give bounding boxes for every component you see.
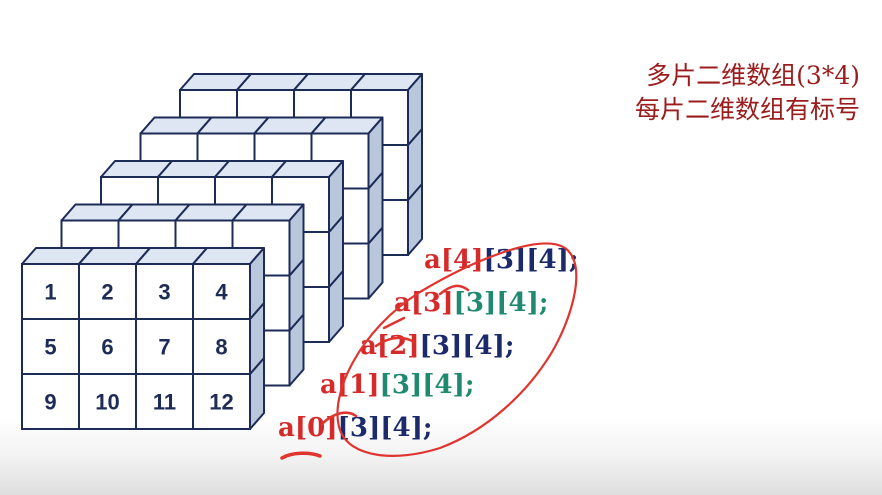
layer-label-2: a[2][3][4]; <box>360 331 515 361</box>
cell-number: 10 <box>95 390 119 415</box>
layer-labels: a[0][3][4];a[1][3][4];a[2][3][4];a[3][3]… <box>278 245 579 443</box>
layer-dims: [3][4]; <box>420 331 515 361</box>
cell-number: 2 <box>101 280 113 305</box>
annotation-loop <box>336 242 578 457</box>
layer-dims: [3][4]; <box>338 413 433 443</box>
annotation-mark <box>320 411 358 426</box>
layer-label-1: a[1][3][4]; <box>320 370 475 400</box>
layer-index: a[1] <box>320 370 380 400</box>
annotation-mark <box>438 284 470 296</box>
layer-label-0: a[0][3][4]; <box>278 413 433 443</box>
handwritten-annotations <box>280 242 578 460</box>
cube: 4 <box>192 247 265 320</box>
cell-number: 4 <box>215 280 228 305</box>
layer-label-4: a[4][3][4]; <box>424 245 579 275</box>
cell-number: 9 <box>44 390 56 415</box>
cell-number: 12 <box>209 390 233 415</box>
annotation-underline <box>280 451 322 460</box>
cell-number: 11 <box>153 390 176 415</box>
layer-index: a[2] <box>360 331 420 361</box>
cell-number: 1 <box>44 280 56 305</box>
annotation-mark <box>374 316 416 348</box>
layer-dims: [3][4]; <box>380 370 475 400</box>
layer-dims: [3][4]; <box>454 288 549 318</box>
cell-number: 8 <box>215 335 227 360</box>
layer-index: a[4] <box>424 245 484 275</box>
caption-line-2: 每片二维数组有标号 <box>634 95 860 124</box>
cell-number: 3 <box>158 280 170 305</box>
caption-line-1: 多片二维数组(3*4) <box>646 61 860 90</box>
cube-layers: 9 10 11 125 6 7 81 2 3 4 <box>21 73 423 430</box>
cell-number: 7 <box>158 335 170 360</box>
layer-0: 9 10 11 125 6 7 81 2 3 4 <box>21 247 265 430</box>
layer-dims: [3][4]; <box>484 245 579 275</box>
layer-label-3: a[3][3][4]; <box>394 288 549 318</box>
cell-number: 5 <box>44 335 56 360</box>
cell-number: 6 <box>101 335 113 360</box>
